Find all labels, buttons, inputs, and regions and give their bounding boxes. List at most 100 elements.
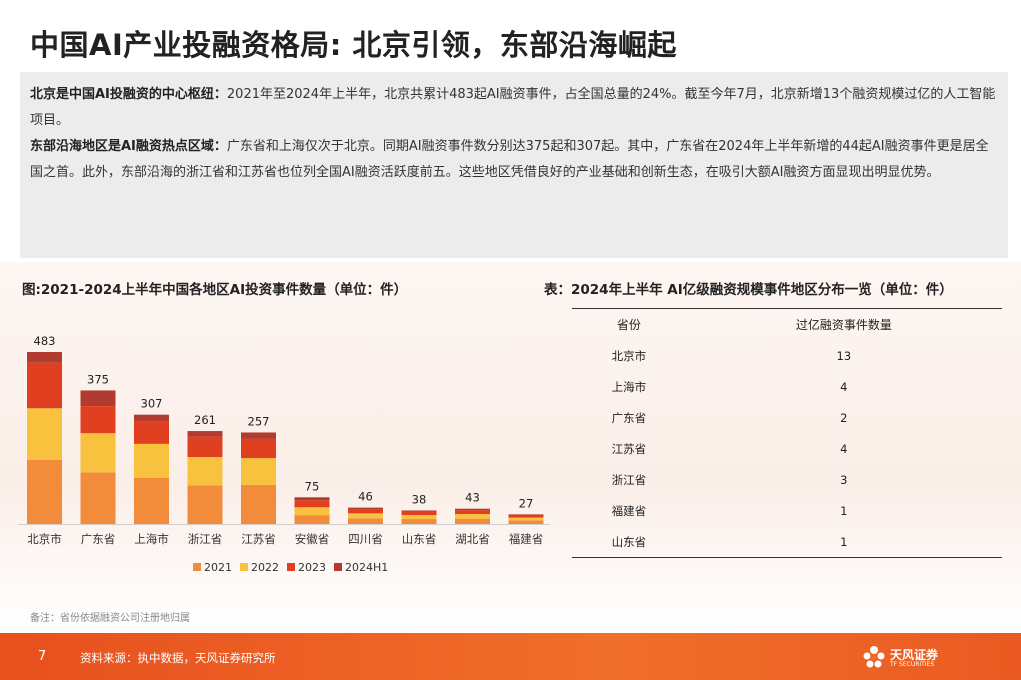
bar-segment-2021	[508, 520, 544, 524]
logo-english: TF SECURITIES	[890, 661, 935, 668]
bar-segment-2024h1	[508, 514, 544, 516]
flower-logo-icon	[863, 646, 885, 668]
bar-total-label: 27	[519, 496, 534, 510]
summary-box: 北京是中国AI投融资的中心枢纽：2021年至2024年上半年，北京共累计483起…	[20, 72, 1008, 258]
bar-segment-2024h1	[187, 431, 223, 437]
summary-paragraph-east-coast: 东部沿海地区是AI融资热点区域：广东省和上海仅次于北京。同期AI融资事件数分别达…	[30, 134, 998, 186]
bar-segment-2024h1	[241, 432, 276, 439]
table-cell-count: 2	[840, 410, 848, 425]
table-cell-count: 4	[840, 379, 848, 394]
table-cell-province: 福建省	[611, 503, 647, 518]
page-number: 7	[38, 649, 47, 664]
table-cell-count: 1	[840, 534, 848, 549]
x-tick-label: 北京市	[27, 532, 62, 546]
bar-segment-2021	[348, 518, 383, 524]
x-tick-label: 安徽省	[295, 532, 330, 546]
bar-segment-2022	[348, 513, 383, 519]
x-tick-label: 广东省	[81, 532, 116, 546]
table-cell-count: 3	[840, 472, 848, 487]
table-row: 山东省 1	[572, 526, 1002, 558]
data-source: 资料来源：执中数据，天风证券研究所	[80, 651, 276, 665]
x-tick-label: 福建省	[509, 532, 544, 546]
logo-name: 天风证券	[890, 648, 939, 662]
table-cell-province: 江苏省	[611, 441, 647, 456]
bar-segment-2021	[134, 477, 169, 524]
bar-segment-2023	[401, 511, 437, 516]
bar-total-label: 75	[305, 479, 320, 493]
bar-segment-2022	[241, 458, 276, 485]
table-cell-province: 上海市	[611, 379, 647, 394]
summary-beijing-text: 2021年至2024年上半年，北京共累计483起AI融资事件，占全国总量的24%…	[30, 87, 996, 128]
x-tick-label: 江苏省	[241, 532, 276, 546]
table-header-row: 省份 过亿融资事件数量	[572, 309, 1002, 340]
table-cell-province: 浙江省	[611, 472, 647, 487]
bar-segment-2022	[455, 514, 490, 519]
bar-segment-2024h1	[80, 390, 116, 407]
chart-note: 备注：省份依据融资公司注册地归属	[30, 613, 190, 624]
x-tick-label: 浙江省	[188, 532, 223, 546]
bar-segment-2022	[401, 515, 437, 520]
table-cell-province: 山东省	[611, 534, 647, 549]
bar-segment-2021	[455, 518, 490, 524]
table-row: 上海市 4	[572, 371, 1002, 402]
table-row: 浙江省 3	[572, 464, 1002, 495]
bar-total-label: 46	[358, 490, 373, 504]
legend-swatch-2024h1	[334, 563, 342, 571]
x-tick-label: 湖北省	[455, 532, 490, 546]
bar-segment-2023	[455, 510, 490, 515]
company-logo: 天风证券 TF SECURITIES	[862, 643, 992, 671]
bar-segment-2023	[187, 436, 223, 458]
table-row: 江苏省 4	[572, 433, 1002, 464]
bar-segment-2021	[80, 472, 116, 524]
bar-total-label: 375	[87, 372, 109, 386]
legend-label-2022: 2022	[251, 561, 279, 574]
legend-swatch-2021	[193, 563, 201, 571]
bar-segment-2024h1	[294, 497, 330, 501]
footer-bar: 7 资料来源：执中数据，天风证券研究所 天风证券 TF SECURITIES	[0, 633, 1021, 680]
bar-segment-2021	[294, 515, 330, 524]
table-row: 北京市 13	[572, 340, 1002, 371]
bar-segment-2022	[80, 433, 116, 473]
chart-title: 图:2021-2024上半年中国各地区AI投资事件数量（单位：件）	[22, 282, 408, 298]
bar-segment-2024h1	[401, 510, 437, 512]
bar-segment-2023	[348, 509, 383, 514]
bar-total-label: 307	[141, 397, 163, 411]
stacked-bar-chart: 483 北京市 375 广东省 307 上海市 261 浙江省 257 江苏省 75 安徽省 46 四川省…	[18, 334, 550, 574]
bar-segment-2022	[27, 408, 62, 460]
bar-segment-2021	[187, 485, 223, 524]
x-tick-label: 四川省	[348, 532, 383, 546]
x-tick-label: 上海市	[134, 532, 169, 546]
bar-segment-2021	[241, 484, 276, 524]
bar-segment-2022	[508, 517, 544, 521]
table-cell-count: 13	[836, 348, 852, 363]
bar-segment-2023	[241, 438, 276, 459]
legend-label-2021: 2021	[204, 561, 232, 574]
legend-swatch-2022	[240, 563, 248, 571]
bar-segment-2022	[187, 457, 223, 486]
table-row: 福建省 1	[572, 495, 1002, 526]
bar-segment-2023	[294, 500, 330, 508]
bar-segment-2023	[134, 421, 169, 444]
table-header-count: 过亿融资事件数量	[795, 318, 892, 332]
legend-swatch-2023	[287, 563, 295, 571]
legend-label-2024h1: 2024H1	[345, 561, 388, 574]
x-tick-label: 山东省	[402, 532, 437, 546]
bar-segment-2024h1	[455, 508, 490, 511]
bar-total-label: 257	[248, 414, 270, 428]
summary-beijing-heading: 北京是中国AI投融资的中心枢纽：	[30, 87, 227, 102]
table-header-province: 省份	[616, 318, 641, 332]
table-row: 广东省 2	[572, 402, 1002, 433]
table-cell-count: 4	[840, 441, 848, 456]
bar-total-label: 483	[34, 334, 56, 348]
bar-segment-2023	[27, 362, 62, 409]
bar-segment-2024h1	[27, 352, 62, 363]
bar-segment-2021	[401, 519, 437, 524]
bar-segment-2022	[134, 443, 169, 478]
table-cell-count: 1	[840, 503, 848, 518]
bar-total-label: 38	[412, 492, 427, 506]
financing-table: 省份 过亿融资事件数量 北京市 13 上海市 4 广东省 2 江苏省 4 浙江省 3 福建…	[572, 308, 1002, 558]
table-cell-province: 广东省	[611, 410, 647, 425]
table-cell-province: 北京市	[611, 348, 647, 363]
bar-segment-2024h1	[134, 414, 169, 422]
table-title: 表：2024年上半年 AI亿级融资规模事件地区分布一览（单位：件）	[544, 282, 953, 298]
